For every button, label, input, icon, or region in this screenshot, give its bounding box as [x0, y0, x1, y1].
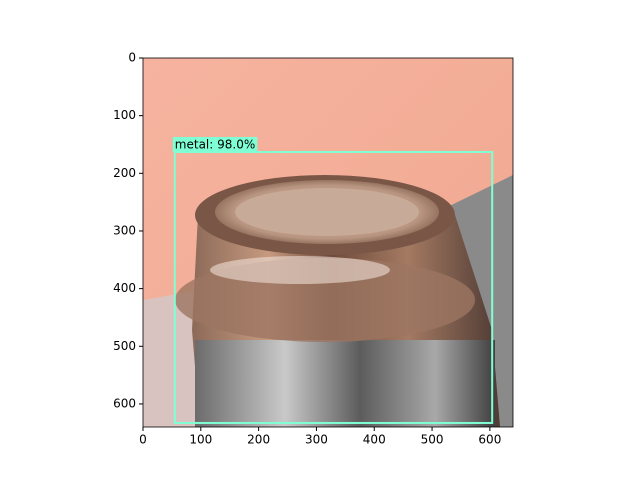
- label-background: [172, 136, 258, 152]
- x-tick-label: 300: [305, 433, 328, 447]
- y-tick-label: 500: [113, 339, 136, 353]
- x-tick-label: 500: [421, 433, 444, 447]
- x-tick-label: 0: [139, 433, 147, 447]
- y-tick-label: 600: [113, 396, 136, 410]
- photo: [143, 58, 513, 427]
- x-tick-label: 100: [189, 433, 212, 447]
- y-tick-label: 0: [128, 51, 136, 65]
- x-tick-label: 600: [478, 433, 501, 447]
- y-tick-label: 400: [113, 281, 136, 295]
- axes-frame: [142, 57, 514, 428]
- x-tick-label: 400: [363, 433, 386, 447]
- x-tick-label: 200: [247, 433, 270, 447]
- detection-label: metal: 98.0%: [175, 137, 255, 151]
- y-tick-label: 300: [113, 223, 136, 237]
- detection-box: [173, 150, 494, 424]
- y-tick-label: 200: [113, 166, 136, 180]
- y-tick-label: 100: [113, 108, 136, 122]
